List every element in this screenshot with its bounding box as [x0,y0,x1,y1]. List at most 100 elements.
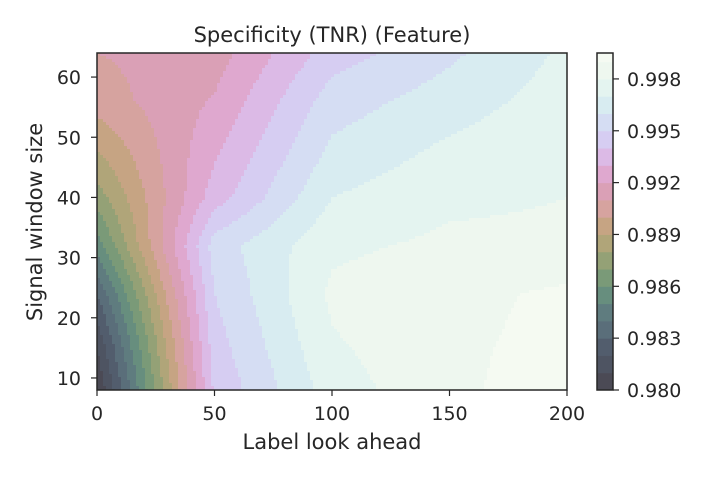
plot-area [97,53,567,390]
contour-cell [184,74,188,78]
contour-cell [199,59,203,63]
contour-cell [346,95,350,99]
contour-cell [376,83,380,87]
contour-cell [349,80,353,84]
contour-cell [193,83,197,87]
contour-cell [403,80,407,84]
contour-cell [388,92,392,96]
contour-cell [259,53,263,57]
contour-cell [115,74,119,78]
contour-cell [373,53,377,57]
contour-cell [382,53,386,57]
contour-cell [178,62,182,66]
contour-cell [451,86,455,90]
contour-cell [307,83,311,87]
contour-cell [445,77,449,81]
contour-cell [208,59,212,63]
contour-cell [343,71,347,75]
contour-cell [232,92,236,96]
contour-cell [421,74,425,78]
contour-cell [328,83,332,87]
contour-cell [316,89,320,93]
contour-cell [553,71,557,75]
contour-cell [196,77,200,81]
contour-cell [316,86,320,90]
contour-cell [424,62,428,66]
contour-cell [340,71,344,75]
contour-cell [448,89,452,93]
contour-cell [472,89,476,93]
contour-cell [448,77,452,81]
contour-cell [541,53,545,57]
contour-cell [319,83,323,87]
contour-cell [127,62,131,66]
contour-cell [301,80,305,84]
contour-cell [544,77,548,81]
contour-cell [388,80,392,84]
contour-cell [241,95,245,99]
contour-cell [196,65,200,69]
contour-cell [118,92,122,96]
contour-cell [304,83,308,87]
contour-cell [97,62,101,66]
contour-cell [508,59,512,63]
contour-cell [328,92,332,96]
contour-cell [487,86,491,90]
contour-cell [313,74,317,78]
contour-cell [226,71,230,75]
contour-cell [496,71,500,75]
contour-cell [379,92,383,96]
contour-cell [343,62,347,66]
contour-cell [208,68,212,72]
contour-cell [181,86,185,90]
contour-cell [550,59,554,63]
contour-cell [115,62,119,66]
contour-cell [103,89,107,93]
contour-cell [241,80,245,84]
contour-cell [457,71,461,75]
contour-cell [118,83,122,87]
contour-cell [436,83,440,87]
contour-cell [106,83,110,87]
contour-cell [325,65,329,69]
contour-cell [469,89,473,93]
contour-cell [265,74,269,78]
contour-cell [256,53,260,57]
contour-cell [328,89,332,93]
contour-cell [364,71,368,75]
contour-cell [517,80,521,84]
contour-cell [385,68,389,72]
contour-cell [184,77,188,81]
contour-cell [139,65,143,69]
contour-cell [352,83,356,87]
contour-cell [565,68,567,72]
contour-cell [199,89,203,93]
contour-cell [427,56,431,60]
contour-cell [322,89,326,93]
contour-cell [532,53,536,57]
contour-cell [157,80,161,84]
contour-cell [262,74,266,78]
contour-cell [442,53,446,57]
contour-cell [100,86,104,90]
contour-cell [268,74,272,78]
contour-cell [436,74,440,78]
contour-cell [163,62,167,66]
contour-cell [142,92,146,96]
contour-cell [289,86,293,90]
contour-cell [259,56,263,60]
contour-cell [508,56,512,60]
contour-cell [370,77,374,81]
contour-cell [142,56,146,60]
contour-cell [442,62,446,66]
contour-cell [415,59,419,63]
contour-cell [301,53,305,57]
contour-cell [346,77,350,81]
contour-cell [481,59,485,63]
contour-cell [352,59,356,63]
contour-cell [100,95,104,99]
contour-cell [307,77,311,81]
contour-cell [499,53,503,57]
contour-cell [373,68,377,72]
contour-cell [448,86,452,90]
